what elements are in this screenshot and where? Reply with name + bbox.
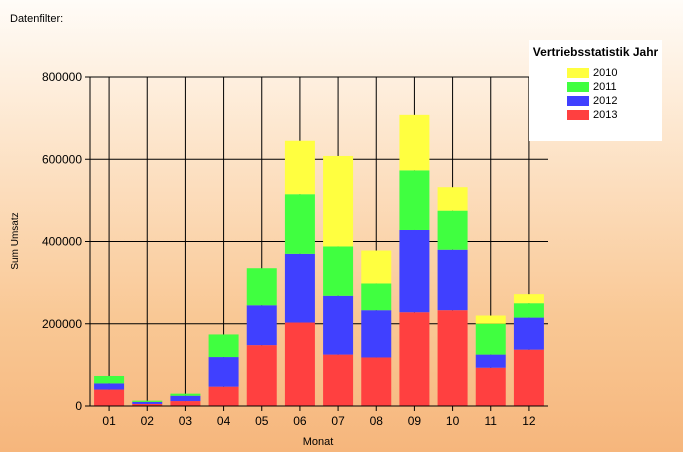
bar-2012-07 bbox=[323, 295, 354, 355]
legend-item-2010: 2010 bbox=[529, 66, 662, 80]
y-axis-label: Sum Umsatz bbox=[10, 212, 21, 269]
bar-2010-08 bbox=[361, 250, 392, 284]
bar-2013-11 bbox=[475, 367, 506, 406]
bar-2010-12 bbox=[513, 294, 544, 304]
bar-2012-10 bbox=[437, 249, 468, 311]
bar-2011-05 bbox=[246, 268, 277, 306]
legend-title: Vertriebsstatistik Jahr bbox=[532, 45, 659, 59]
bar-2013-02 bbox=[132, 403, 163, 406]
legend-item-2013: 2013 bbox=[529, 108, 662, 122]
legend-label: 2013 bbox=[593, 109, 618, 121]
bar-2011-10 bbox=[437, 210, 468, 250]
legend-swatch bbox=[567, 82, 589, 92]
x-tick-label: 05 bbox=[255, 414, 269, 428]
bar-2011-04 bbox=[208, 334, 239, 358]
legend: Vertriebsstatistik Jahr 2010 2011 2012 2013 bbox=[529, 40, 662, 141]
legend-swatch bbox=[567, 96, 589, 106]
bar-2012-02 bbox=[132, 401, 163, 404]
legend-swatch bbox=[567, 68, 589, 78]
bar-2010-09 bbox=[399, 114, 430, 171]
bar-2013-06 bbox=[284, 322, 315, 406]
data-filter-label: Datenfilter: bbox=[10, 13, 64, 25]
bar-2010-06 bbox=[284, 140, 315, 195]
x-tick-label: 02 bbox=[141, 414, 155, 428]
x-tick-label: 01 bbox=[102, 414, 116, 428]
bar-2010-07 bbox=[323, 155, 354, 247]
bar-2013-01 bbox=[94, 389, 125, 406]
bar-2013-12 bbox=[513, 349, 544, 406]
x-axis-label: Monat bbox=[303, 436, 334, 448]
y-tick-label: 600000 bbox=[42, 152, 82, 166]
bar-2012-01 bbox=[94, 383, 125, 390]
x-tick-label: 10 bbox=[446, 414, 460, 428]
bar-2013-07 bbox=[323, 354, 354, 406]
x-tick-label: 11 bbox=[485, 414, 498, 428]
x-tick-label: 12 bbox=[522, 414, 536, 428]
x-tick-label: 06 bbox=[293, 414, 307, 428]
bar-2012-05 bbox=[246, 305, 277, 346]
y-tick-label: 200000 bbox=[42, 317, 82, 331]
bar-2013-03 bbox=[170, 401, 201, 406]
bar-2011-12 bbox=[513, 303, 544, 318]
bar-2011-01 bbox=[94, 375, 125, 384]
x-tick-label: 08 bbox=[370, 414, 384, 428]
bar-2011-02 bbox=[132, 400, 163, 402]
legend-swatch bbox=[567, 110, 589, 120]
y-tick-label: 800000 bbox=[42, 70, 82, 84]
bar-2012-09 bbox=[399, 229, 430, 313]
x-tick-label: 04 bbox=[217, 414, 231, 428]
x-tick-label: 07 bbox=[331, 414, 345, 428]
bar-2013-09 bbox=[399, 312, 430, 406]
legend-label: 2010 bbox=[593, 67, 618, 79]
bar-2011-11 bbox=[475, 323, 506, 355]
legend-items: 2010 2011 2012 2013 bbox=[529, 66, 662, 122]
x-tick-label: 03 bbox=[179, 414, 193, 428]
legend-label: 2012 bbox=[593, 95, 618, 107]
bar-2011-08 bbox=[361, 283, 392, 311]
legend-label: 2011 bbox=[593, 81, 617, 93]
bar-2011-03 bbox=[170, 393, 201, 396]
bar-2012-04 bbox=[208, 357, 239, 387]
bar-2013-05 bbox=[246, 345, 277, 406]
chart-axes bbox=[85, 76, 548, 411]
bar-2012-06 bbox=[284, 253, 315, 323]
chart-bars bbox=[94, 114, 544, 406]
legend-item-2012: 2012 bbox=[529, 94, 662, 108]
bar-2010-11 bbox=[475, 315, 506, 324]
bar-2013-10 bbox=[437, 310, 468, 406]
y-tick-label: 400000 bbox=[42, 235, 82, 249]
y-tick-label: 0 bbox=[75, 399, 82, 413]
bar-2012-03 bbox=[170, 395, 201, 402]
bar-2010-10 bbox=[437, 187, 468, 211]
chart-tick-labels: 0 200000 400000 600000 800000 01 02 03 04 05 06 07 0… bbox=[42, 70, 536, 428]
bar-2011-06 bbox=[284, 194, 315, 254]
x-tick-label: 09 bbox=[408, 414, 422, 428]
bar-2012-12 bbox=[513, 317, 544, 350]
bar-2013-04 bbox=[208, 386, 239, 406]
bar-2011-07 bbox=[323, 246, 354, 296]
bar-2012-11 bbox=[475, 354, 506, 368]
bar-2011-09 bbox=[399, 170, 430, 230]
bar-2013-08 bbox=[361, 357, 392, 406]
legend-item-2011: 2011 bbox=[529, 80, 662, 94]
bar-2012-08 bbox=[361, 310, 392, 358]
